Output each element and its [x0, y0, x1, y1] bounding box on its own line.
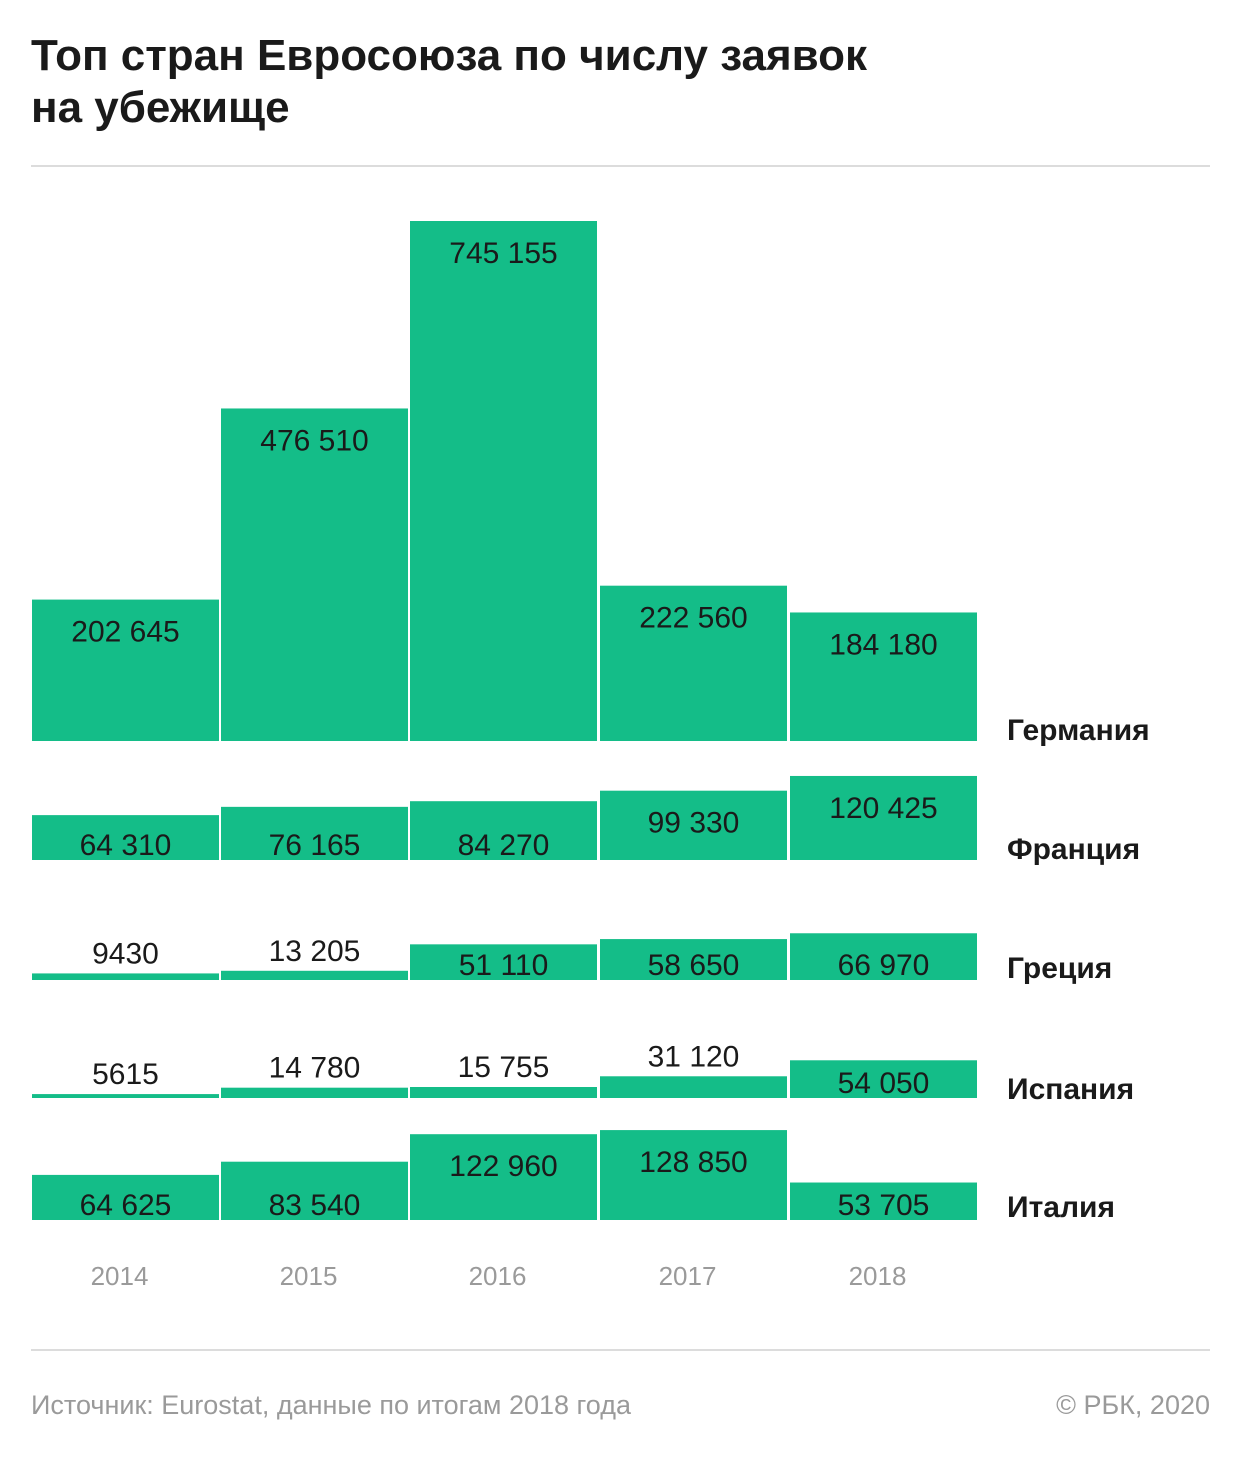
bar-series-3-2014	[32, 1094, 219, 1098]
bar-series-0-2015	[221, 408, 408, 741]
data-label-series-1-2014: 64 310	[80, 829, 172, 862]
bar-series-4-2014	[32, 1174, 219, 1220]
source-note: Источник: Eurostat, данные по итогам 201…	[31, 1390, 631, 1420]
year-label-2017: 2017	[659, 1261, 717, 1291]
data-label-series-0-2016: 745 155	[449, 237, 557, 270]
bottom-divider	[31, 1349, 1210, 1351]
bar-series-4-2016	[410, 1134, 597, 1220]
data-label-series-3-2015: 14 780	[269, 1052, 361, 1085]
series-name-4: Италия	[1007, 1191, 1115, 1224]
bar-series-0-2016	[410, 221, 597, 741]
bar-series-1-2017	[600, 790, 787, 860]
year-label-2015: 2015	[280, 1261, 338, 1291]
data-label-series-1-2015: 76 165	[269, 829, 361, 862]
data-label-series-2-2016: 51 110	[459, 949, 549, 982]
bar-series-1-2016	[410, 801, 597, 860]
data-label-series-4-2015: 83 540	[269, 1189, 361, 1222]
data-label-series-2-2017: 58 650	[648, 949, 740, 982]
bar-series-4-2018	[790, 1182, 977, 1220]
bar-series-0-2017	[600, 585, 787, 741]
data-label-series-2-2018: 66 970	[838, 949, 930, 982]
chart-title: Топ стран Евросоюза по числу заявок на у…	[31, 30, 1131, 134]
bar-series-2-2015	[221, 970, 408, 980]
bar-series-2-2017	[600, 939, 787, 980]
bar-series-3-2017	[600, 1076, 787, 1098]
bar-series-3-2018	[790, 1060, 977, 1098]
bar-series-3-2016	[410, 1087, 597, 1098]
bar-series-2-2018	[790, 933, 977, 980]
data-label-series-0-2014: 202 645	[71, 616, 179, 649]
series-name-2: Греция	[1007, 952, 1112, 985]
bar-series-1-2018	[790, 775, 977, 860]
chart-title-line-2: на убежище	[31, 83, 290, 132]
series-name-0: Германия	[1007, 714, 1150, 747]
top-divider	[31, 165, 1210, 167]
bar-series-4-2017	[600, 1130, 787, 1220]
asylum-applications-chart: 202 645 476 510 745 155 222 560 184 180 Герма…	[32, 221, 1150, 1291]
year-label-2014: 2014	[91, 1261, 149, 1291]
data-label-series-1-2018: 120 425	[829, 792, 937, 825]
data-label-series-1-2017: 99 330	[648, 807, 740, 840]
data-label-series-3-2014: 5615	[92, 1058, 159, 1091]
series-name-1: Франция	[1007, 833, 1140, 866]
data-label-series-4-2016: 122 960	[449, 1150, 557, 1183]
bar-series-1-2014	[32, 815, 219, 860]
bar-series-3-2015	[221, 1087, 408, 1098]
bar-series-4-2015	[221, 1161, 408, 1220]
data-label-series-3-2016: 15 755	[458, 1051, 550, 1084]
bar-series-0-2018	[790, 612, 977, 741]
year-label-2018: 2018	[849, 1261, 907, 1291]
bar-series-1-2015	[221, 806, 408, 860]
data-label-series-1-2016: 84 270	[458, 829, 550, 862]
copyright-note: © РБК, 2020	[1056, 1390, 1210, 1420]
chart-title-line-1: Топ стран Евросоюза по числу заявок	[31, 31, 868, 80]
year-label-2016: 2016	[469, 1261, 527, 1291]
bar-series-2-2016	[410, 944, 597, 980]
data-label-series-4-2017: 128 850	[639, 1146, 747, 1179]
data-label-series-3-2018: 54 050	[838, 1067, 930, 1100]
data-label-series-0-2017: 222 560	[639, 602, 747, 635]
bar-series-0-2014	[32, 599, 219, 741]
series-name-3: Испания	[1007, 1073, 1134, 1106]
data-label-series-0-2015: 476 510	[260, 424, 368, 457]
data-label-series-3-2017: 31 120	[648, 1040, 740, 1073]
bar-series-2-2014	[32, 973, 219, 980]
data-label-series-0-2018: 184 180	[829, 628, 937, 661]
data-label-series-4-2018: 53 705	[838, 1189, 930, 1222]
data-label-series-2-2015: 13 205	[269, 935, 361, 968]
data-label-series-4-2014: 64 625	[80, 1189, 172, 1222]
data-label-series-2-2014: 9430	[92, 937, 159, 970]
